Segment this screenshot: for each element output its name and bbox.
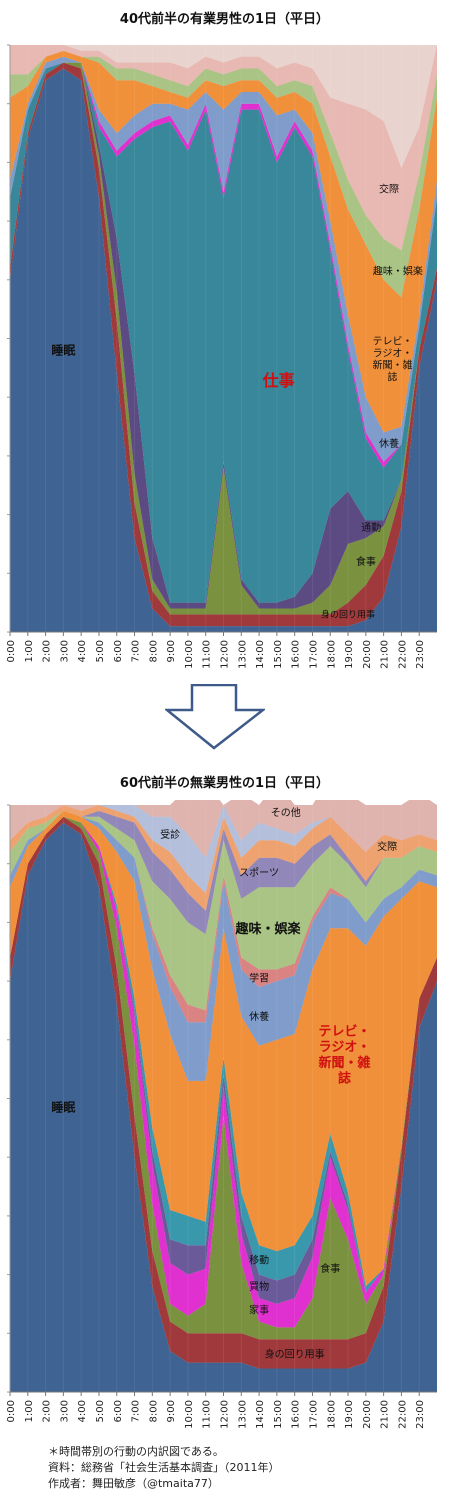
series-label-sleep: 睡眠 xyxy=(51,1100,75,1115)
x-tick-label: 1:00 xyxy=(24,1400,35,1422)
series-label-housework: 家事 xyxy=(249,1303,269,1316)
x-tick-label: 15:00 xyxy=(273,1400,284,1429)
x-tick-label: 11:00 xyxy=(202,1400,213,1429)
area-sports xyxy=(10,810,437,935)
series-label-tv: テレビ・ラジオ・新聞・雑誌 xyxy=(373,336,413,384)
x-tick-label: 3:00 xyxy=(59,640,70,662)
series-label-rest: 休養 xyxy=(249,1010,269,1023)
x-tick-label: 4:00 xyxy=(77,1400,88,1422)
down-arrow-icon xyxy=(165,684,265,750)
x-tick-label: 20:00 xyxy=(362,640,373,669)
series-label-sleep: 睡眠 xyxy=(51,342,75,357)
series-label-commute: 通勤 xyxy=(361,521,381,534)
chart-title-bottom: 60代前半の無業男性の1日（平日） xyxy=(119,776,330,791)
x-tick-label: 12:00 xyxy=(220,1400,231,1429)
x-tick-label: 16:00 xyxy=(291,640,302,669)
x-tick-label: 3:00 xyxy=(59,1400,70,1422)
series-label-hobby: 趣味・娯楽 xyxy=(373,264,423,277)
series-label-other: その他 xyxy=(271,806,301,819)
series-label-move: 移動 xyxy=(249,1253,269,1266)
stacked-area-chart-top: 0:00 1:00 2:00 3:00 4:00 5:00 6:00 7:00 8:00 9:00… xyxy=(6,44,437,669)
series-label-tv: テレビ・ラジオ・新聞・雑誌 xyxy=(318,1024,370,1087)
x-tick-label: 19:00 xyxy=(344,640,355,669)
note-author: 作成者：舞田敏彦（@tmaita77） xyxy=(48,1477,219,1490)
stacked-area-chart-bottom: 0:00 1:00 2:00 3:00 4:00 5:00 6:00 7:00 8:00 9:00… xyxy=(6,800,437,1429)
x-tick-label: 13:00 xyxy=(237,640,248,669)
note-source: 資料：総務省「社会生活基本調査」（2011年） xyxy=(48,1461,280,1474)
x-tick-label: 7:00 xyxy=(131,1400,142,1422)
area-tv xyxy=(10,50,437,433)
x-tick-label: 18:00 xyxy=(326,1400,337,1429)
x-tick-label: 19:00 xyxy=(344,1400,355,1429)
x-tick-label: 13:00 xyxy=(237,1400,248,1429)
x-tick-label: 21:00 xyxy=(380,1400,391,1429)
series-label-work: 仕事 xyxy=(262,371,295,390)
x-tick-label: 0:00 xyxy=(6,1400,17,1422)
area-sleep xyxy=(10,822,437,1392)
x-tick-label: 16:00 xyxy=(291,1400,302,1429)
footnotes: ＊時間帯別の行動の内訳図である。 資料：総務省「社会生活基本調査」（2011年）… xyxy=(48,1444,280,1492)
x-tick-label: 17:00 xyxy=(308,1400,319,1429)
area-work xyxy=(10,62,437,603)
x-tick-label: 21:00 xyxy=(380,640,391,669)
x-tick-label: 23:00 xyxy=(415,1400,426,1429)
x-tick-label: 23:00 xyxy=(415,640,426,669)
x-tick-label: 2:00 xyxy=(42,640,53,662)
series-label-study: 学習 xyxy=(249,972,269,985)
chart-title-top: 40代前半の有業男性の1日（平日） xyxy=(119,12,330,27)
x-tick-label: 2:00 xyxy=(42,1400,53,1422)
series-label-social: 交際 xyxy=(377,840,397,853)
area-rest xyxy=(10,56,437,462)
x-tick-label: 14:00 xyxy=(255,1400,266,1429)
x-tick-label: 8:00 xyxy=(148,1400,159,1422)
note-description: ＊時間帯別の行動の内訳図である。 xyxy=(48,1445,224,1458)
x-tick-label: 6:00 xyxy=(113,1400,124,1422)
series-label-sports: スポーツ xyxy=(239,867,279,879)
x-tick-label: 22:00 xyxy=(397,640,408,669)
x-tick-label: 9:00 xyxy=(166,640,177,662)
area-other xyxy=(10,800,437,858)
x-tick-label: 4:00 xyxy=(77,640,88,662)
series-label-hobby: 趣味・娯楽 xyxy=(234,921,301,937)
x-tick-label: 9:00 xyxy=(166,1400,177,1422)
series-label-care: 身の回り用事 xyxy=(265,1347,325,1360)
x-tick-label: 8:00 xyxy=(148,640,159,662)
series-label-meal: 食事 xyxy=(320,1262,340,1275)
x-tick-label: 20:00 xyxy=(362,1400,373,1429)
x-tick-label: 0:00 xyxy=(6,640,17,662)
series-label-medical: 受診 xyxy=(160,828,180,841)
series-label-care: 身の回り用事 xyxy=(321,609,375,621)
x-tick-label: 17:00 xyxy=(308,640,319,669)
area-social xyxy=(10,805,437,911)
area-tv xyxy=(10,810,437,1287)
x-tick-label: 14:00 xyxy=(255,640,266,669)
x-tick-label: 11:00 xyxy=(202,640,213,669)
x-tick-label: 1:00 xyxy=(24,640,35,662)
series-label-shopping: 買物 xyxy=(249,1280,269,1293)
area-social xyxy=(10,45,437,251)
area-meal xyxy=(10,62,437,615)
x-tick-label: 5:00 xyxy=(95,640,106,662)
series-label-social: 交際 xyxy=(379,182,399,195)
area-hobby xyxy=(10,50,437,298)
area-sleep xyxy=(10,68,437,632)
x-tick-label: 22:00 xyxy=(397,1400,408,1429)
x-tick-label: 15:00 xyxy=(273,640,284,669)
series-label-meal: 食事 xyxy=(356,555,376,568)
area-meal xyxy=(10,816,437,1340)
x-tick-label: 10:00 xyxy=(184,640,195,669)
x-tick-label: 10:00 xyxy=(184,1400,195,1429)
x-tick-label: 5:00 xyxy=(95,1400,106,1422)
x-tick-label: 18:00 xyxy=(326,640,337,669)
x-tick-label: 12:00 xyxy=(220,640,231,669)
series-label-rest: 休養 xyxy=(379,437,399,450)
x-tick-label: 7:00 xyxy=(131,640,142,662)
area-hobby xyxy=(10,810,437,1011)
x-tick-label: 6:00 xyxy=(113,640,124,662)
